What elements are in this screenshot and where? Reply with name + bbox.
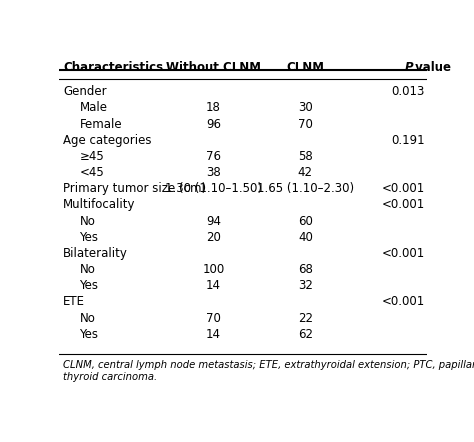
Text: 60: 60 (298, 214, 313, 228)
Text: 70: 70 (206, 312, 221, 324)
Text: ETE: ETE (63, 295, 85, 309)
Text: 62: 62 (298, 328, 313, 341)
Text: Yes: Yes (80, 231, 99, 244)
Text: <0.001: <0.001 (382, 182, 425, 195)
Text: 68: 68 (298, 263, 313, 276)
Text: 30: 30 (298, 101, 313, 114)
Text: Yes: Yes (80, 279, 99, 292)
Text: 40: 40 (298, 231, 313, 244)
Text: 76: 76 (206, 150, 221, 163)
Text: Primary tumor size (cm): Primary tumor size (cm) (63, 182, 206, 195)
Text: No: No (80, 214, 95, 228)
Text: ≥45: ≥45 (80, 150, 104, 163)
Text: 1.65 (1.10–2.30): 1.65 (1.10–2.30) (257, 182, 354, 195)
Text: thyroid carcinoma.: thyroid carcinoma. (63, 372, 157, 382)
Text: No: No (80, 312, 95, 324)
Text: 14: 14 (206, 279, 221, 292)
Text: P: P (405, 61, 413, 74)
Text: 0.191: 0.191 (391, 134, 425, 147)
Text: <0.001: <0.001 (382, 198, 425, 211)
Text: Without CLNM: Without CLNM (166, 61, 261, 74)
Text: Gender: Gender (63, 85, 107, 98)
Text: 20: 20 (206, 231, 221, 244)
Text: 100: 100 (202, 263, 225, 276)
Text: 58: 58 (298, 150, 313, 163)
Text: 22: 22 (298, 312, 313, 324)
Text: <0.001: <0.001 (382, 295, 425, 309)
Text: Age categories: Age categories (63, 134, 151, 147)
Text: Female: Female (80, 118, 122, 130)
Text: 32: 32 (298, 279, 313, 292)
Text: Characteristics: Characteristics (63, 61, 163, 74)
Text: 42: 42 (298, 166, 313, 179)
Text: <0.001: <0.001 (382, 247, 425, 260)
Text: 0.013: 0.013 (392, 85, 425, 98)
Text: 70: 70 (298, 118, 313, 130)
Text: value: value (411, 61, 451, 74)
Text: Male: Male (80, 101, 108, 114)
Text: 18: 18 (206, 101, 221, 114)
Text: 96: 96 (206, 118, 221, 130)
Text: CLNM, central lymph node metastasis; ETE, extrathyroidal extension; PTC, papilla: CLNM, central lymph node metastasis; ETE… (63, 361, 474, 370)
Text: 1.30 (1.10–1.50): 1.30 (1.10–1.50) (165, 182, 262, 195)
Text: 94: 94 (206, 214, 221, 228)
Text: <45: <45 (80, 166, 104, 179)
Text: 14: 14 (206, 328, 221, 341)
Text: Yes: Yes (80, 328, 99, 341)
Text: Multifocality: Multifocality (63, 198, 136, 211)
Text: Bilaterality: Bilaterality (63, 247, 128, 260)
Text: 38: 38 (206, 166, 221, 179)
Text: CLNM: CLNM (286, 61, 324, 74)
Text: No: No (80, 263, 95, 276)
